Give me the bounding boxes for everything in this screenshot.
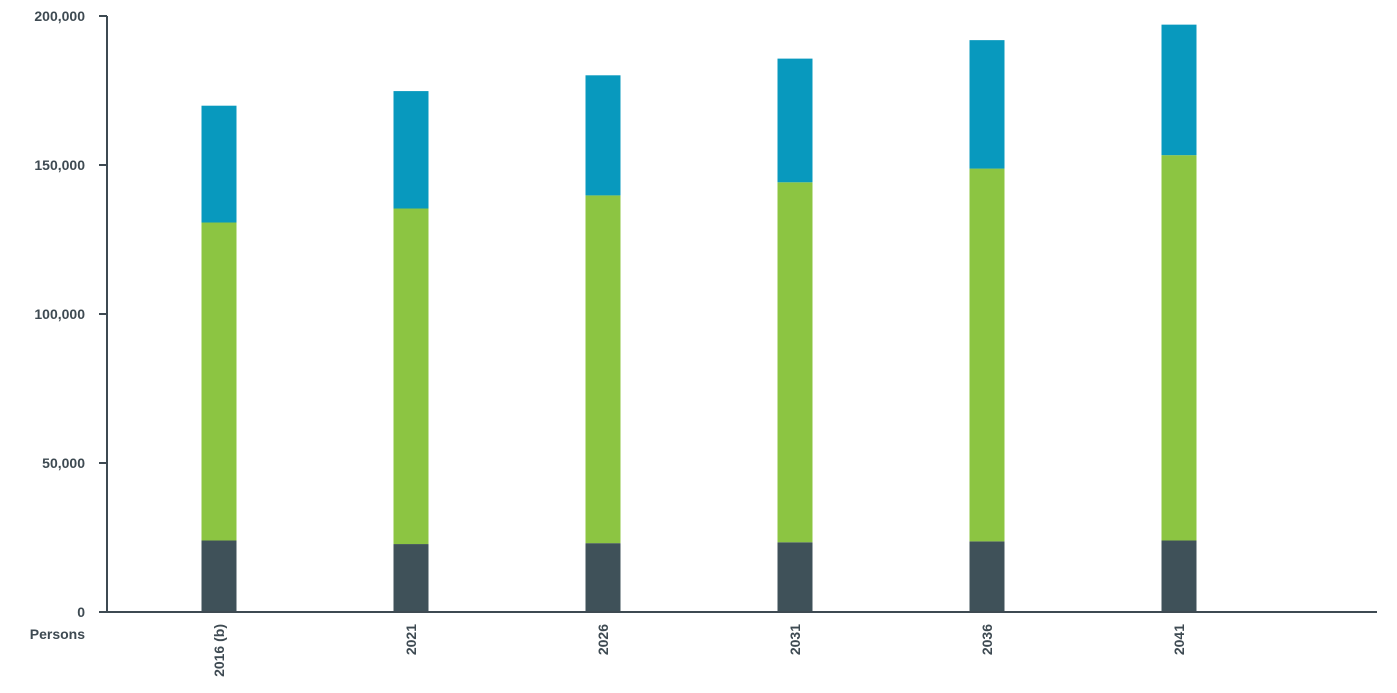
- bar-segment-2036-s1: [969, 168, 1005, 542]
- bar-segment-2031-s0: [777, 542, 813, 612]
- y-ticks-group: 0 50,000 100,000 150,000 200,000: [34, 8, 107, 620]
- x-tick-label: 2016 (b): [211, 624, 227, 677]
- y-tick-label: 0: [77, 604, 85, 620]
- x-tick-label: 2021: [403, 624, 419, 655]
- bar-segment-2041-s0: [1161, 540, 1197, 612]
- bar-segment-2021-s1: [393, 208, 429, 545]
- bar-segment-2026-s1: [585, 195, 621, 544]
- bar-segment-2036-s2: [969, 40, 1005, 169]
- y-tick-label: 50,000: [42, 455, 85, 471]
- bar-segment-2036-s0: [969, 541, 1005, 612]
- bar-segment-2016b-s2: [201, 105, 237, 223]
- bar-segment-2041-s1: [1161, 155, 1197, 541]
- bar-segment-2026-s2: [585, 75, 621, 196]
- x-tick-label: 2041: [1171, 624, 1187, 655]
- y-tick-label: 100,000: [34, 306, 85, 322]
- bar-segment-2021-s0: [393, 544, 429, 612]
- bar-segment-2021-s2: [393, 91, 429, 209]
- bar-segment-2031-s1: [777, 182, 813, 543]
- bar-segment-2016b-s0: [201, 540, 237, 612]
- bar-segment-2026-s0: [585, 543, 621, 612]
- bars-group: [201, 24, 1197, 612]
- x-tick-label: 2026: [595, 624, 611, 655]
- bar-segment-2041-s2: [1161, 24, 1197, 156]
- bar-segment-2031-s2: [777, 58, 813, 183]
- y-tick-label: 200,000: [34, 8, 85, 24]
- x-tick-label: 2036: [979, 624, 995, 655]
- y-unit-label: Persons: [30, 626, 85, 642]
- x-tick-label: 2031: [787, 624, 803, 655]
- y-tick-label: 150,000: [34, 157, 85, 173]
- bar-segment-2016b-s1: [201, 222, 237, 541]
- x-ticks-group: 2016 (b) 2021 2026 2031 2036 2041: [211, 624, 1187, 677]
